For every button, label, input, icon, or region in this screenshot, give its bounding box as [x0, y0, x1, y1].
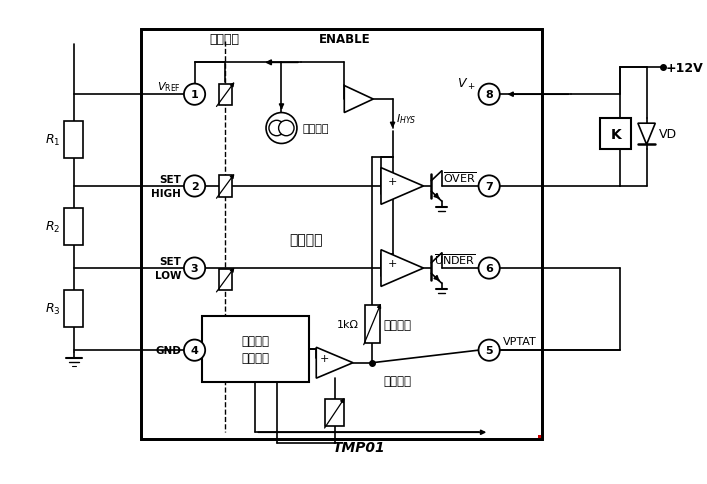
Bar	[141, 30, 542, 439]
Text: 6: 6	[485, 263, 493, 273]
Text: 7: 7	[485, 182, 493, 192]
Text: LOW: LOW	[155, 271, 181, 280]
Text: 电流镜像: 电流镜像	[303, 124, 329, 134]
Circle shape	[479, 340, 500, 361]
Text: $R_2$: $R_2$	[45, 220, 60, 235]
Text: $R_3$: $R_3$	[45, 302, 60, 317]
Text: $V_{\mathrm{REF}}$: $V_{\mathrm{REF}}$	[157, 80, 181, 94]
Circle shape	[479, 176, 500, 197]
Bar	[600, 119, 631, 150]
Circle shape	[266, 113, 297, 144]
Text: $\overline{\mathrm{OVER}}$: $\overline{\mathrm{OVER}}$	[443, 170, 476, 185]
Polygon shape	[381, 250, 423, 287]
Text: +: +	[320, 353, 329, 363]
Text: +: +	[388, 177, 397, 187]
Text: 电压回归: 电压回归	[384, 318, 412, 331]
Text: 1kΩ: 1kΩ	[337, 319, 358, 330]
Bar	[365, 305, 380, 344]
Text: $R_1$: $R_1$	[45, 133, 60, 148]
Bar	[64, 209, 83, 245]
Circle shape	[184, 84, 205, 106]
Bar	[218, 84, 232, 106]
Text: 3: 3	[191, 263, 199, 273]
Circle shape	[184, 340, 205, 361]
Bar	[218, 176, 232, 197]
Text: 温度传感: 温度传感	[241, 352, 269, 364]
Text: $I_{HYS}$: $I_{HYS}$	[397, 112, 417, 126]
Bar	[64, 291, 83, 327]
Circle shape	[479, 84, 500, 106]
Text: +12V: +12V	[666, 61, 703, 75]
Bar	[325, 400, 344, 426]
Text: 窗口比较: 窗口比较	[289, 233, 322, 246]
Polygon shape	[638, 124, 655, 145]
Text: 5: 5	[485, 346, 493, 355]
Bar	[202, 317, 308, 382]
Polygon shape	[381, 168, 423, 205]
Circle shape	[184, 258, 205, 279]
Text: GND: GND	[155, 346, 181, 355]
Bar	[141, 30, 542, 439]
Polygon shape	[316, 348, 353, 378]
Text: 1: 1	[191, 90, 199, 100]
Circle shape	[479, 258, 500, 279]
Bar	[64, 122, 83, 159]
Text: 温度输出: 温度输出	[384, 374, 412, 387]
Text: 电压基准: 电压基准	[241, 334, 269, 348]
Text: 回差电流: 回差电流	[209, 32, 239, 45]
Text: 4: 4	[191, 346, 199, 355]
Text: SET: SET	[159, 257, 181, 267]
Text: VD: VD	[659, 128, 677, 141]
Text: VPTAT: VPTAT	[503, 336, 537, 347]
Text: $\overline{\mathrm{UNDER}}$: $\overline{\mathrm{UNDER}}$	[434, 252, 476, 267]
Text: 2: 2	[191, 182, 199, 192]
Bar	[218, 270, 232, 291]
Text: HIGH: HIGH	[151, 188, 181, 198]
Polygon shape	[344, 86, 373, 113]
Circle shape	[279, 121, 294, 136]
Circle shape	[269, 121, 284, 136]
Text: 8: 8	[485, 90, 493, 100]
Text: SET: SET	[159, 175, 181, 185]
Circle shape	[184, 176, 205, 197]
Text: K: K	[610, 128, 621, 141]
Text: $V_+$: $V_+$	[457, 77, 476, 92]
Bar	[539, 435, 542, 439]
Text: +: +	[388, 258, 397, 269]
Text: TMP01: TMP01	[332, 440, 385, 454]
Text: ENABLE: ENABLE	[318, 32, 370, 45]
